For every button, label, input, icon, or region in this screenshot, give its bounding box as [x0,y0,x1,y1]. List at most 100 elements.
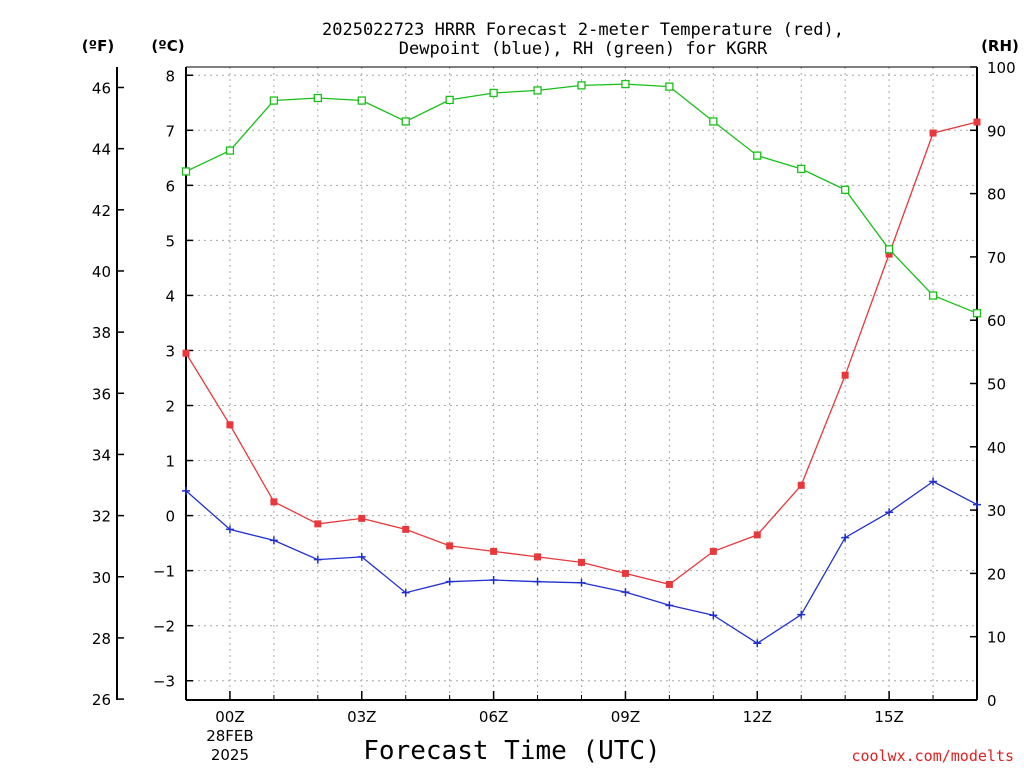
temperature-point [665,580,673,588]
celsius-tick-label: −2 [153,618,175,636]
dewpoint-point [621,588,630,597]
celsius-tick-label: 2 [165,398,175,416]
rh-point [665,82,674,91]
temperature-point [753,531,761,539]
fahrenheit-tick-label: 28 [92,630,111,648]
rh-unit-label: (RH) [981,37,1019,55]
dewpoint-point [445,577,454,586]
x-tick-label: 15Z [874,708,903,726]
temperature-point [709,547,717,555]
dewpoint-point [269,536,278,545]
rh-point [225,146,235,155]
rh-point [928,291,938,300]
celsius-tick-label: 1 [165,453,175,471]
temperature-point [490,547,498,555]
fahrenheit-tick-label: 38 [92,324,111,342]
temperature-point [973,118,981,126]
fahrenheit-tick-label: 44 [92,141,111,159]
x-axis-title: Forecast Time (UTC) [363,736,660,766]
dewpoint-point [225,525,234,534]
dewpoint-point [357,552,366,561]
dewpoint-point [489,576,498,585]
rh-point [621,79,630,89]
celsius-tick-label: 3 [165,342,175,360]
rh-point [797,164,806,174]
rh-tick-label: 70 [987,249,1006,267]
celsius-tick-label: −1 [153,563,175,581]
fahrenheit-tick-label: 36 [92,385,111,403]
celsius-tick-label: 0 [165,508,175,526]
fahrenheit-tick-label: 32 [92,508,111,526]
rh-point [445,95,454,105]
temperature-point [578,558,585,566]
x-tick-label: 12Z [743,708,772,726]
temperature-point [841,371,849,379]
rh-tick-label: 100 [987,59,1016,77]
rh-point [753,151,762,160]
series-lines [181,79,982,648]
fahrenheit-tick-label: 46 [92,79,111,97]
fahrenheit-tick-label: 34 [92,446,111,464]
rh-point [357,96,366,105]
fahrenheit-tick-label: 30 [92,569,111,587]
celsius-tick-label: 7 [165,122,175,140]
dewpoint-point [577,578,586,587]
dewpoint-point [665,601,674,610]
rh-tick-label: 40 [987,439,1006,457]
rh-tick-label: 30 [987,502,1006,520]
rh-point [972,309,982,318]
rh-tick-label: 0 [987,692,997,710]
dewpoint-point [841,533,850,542]
dewpoint-point [885,508,894,517]
dewpoint-point [797,610,806,619]
dewpoint-point [753,639,762,648]
temperature-point [621,569,629,577]
celsius-tick-label: 5 [165,232,175,250]
x-tick-date-label: 28FEB [206,727,253,745]
dewpoint-point [929,477,938,486]
rh-point [709,117,718,126]
rh-tick-label: 80 [987,186,1006,204]
temperature-point [885,250,893,258]
rh-point [577,81,586,90]
dewpoint-point [401,588,410,597]
dewpoint-point [973,500,981,509]
temperature-point [226,421,234,429]
temperature-line [185,121,978,586]
temperature-point [446,542,454,550]
celsius-unit-label: (ºC) [151,37,184,55]
celsius-tick-label: 6 [165,177,175,195]
temperature-point [534,553,542,561]
dewpoint-point [533,577,542,586]
temperature-point [929,129,937,137]
chart-title-line1: 2025022723 HRRR Forecast 2-meter Tempera… [322,20,844,40]
rh-tick-label: 60 [987,312,1006,330]
rh-tick-label: 50 [987,376,1006,394]
temperature-point [797,481,805,489]
celsius-tick-label: −3 [153,673,175,691]
rh-point [313,93,322,103]
rh-point [401,117,410,126]
temperature-point [402,525,410,533]
dewpoint-point [182,486,190,495]
x-tick-year-label: 2025 [211,746,249,764]
rh-point [533,86,542,95]
temperature-point [314,520,322,528]
rh-point [884,245,894,254]
rh-tick-label: 20 [987,565,1006,583]
dewpoint-point [313,555,322,564]
chart-title-line2: Dewpoint (blue), RH (green) for KGRR [399,39,768,59]
rh-point [489,88,498,98]
dewpoint-point [709,611,718,620]
x-tick-label: 06Z [479,708,508,726]
celsius-tick-label: 8 [165,67,175,85]
fahrenheit-tick-label: 40 [92,263,111,281]
x-tick-label: 09Z [611,708,640,726]
rh-point [181,167,191,176]
credit-text: coolwx.com/modelts [851,747,1014,765]
fahrenheit-tick-label: 26 [92,691,111,709]
temperature-point [358,514,366,522]
x-tick-label: 03Z [347,708,376,726]
x-tick-label: 00Z [215,708,244,726]
